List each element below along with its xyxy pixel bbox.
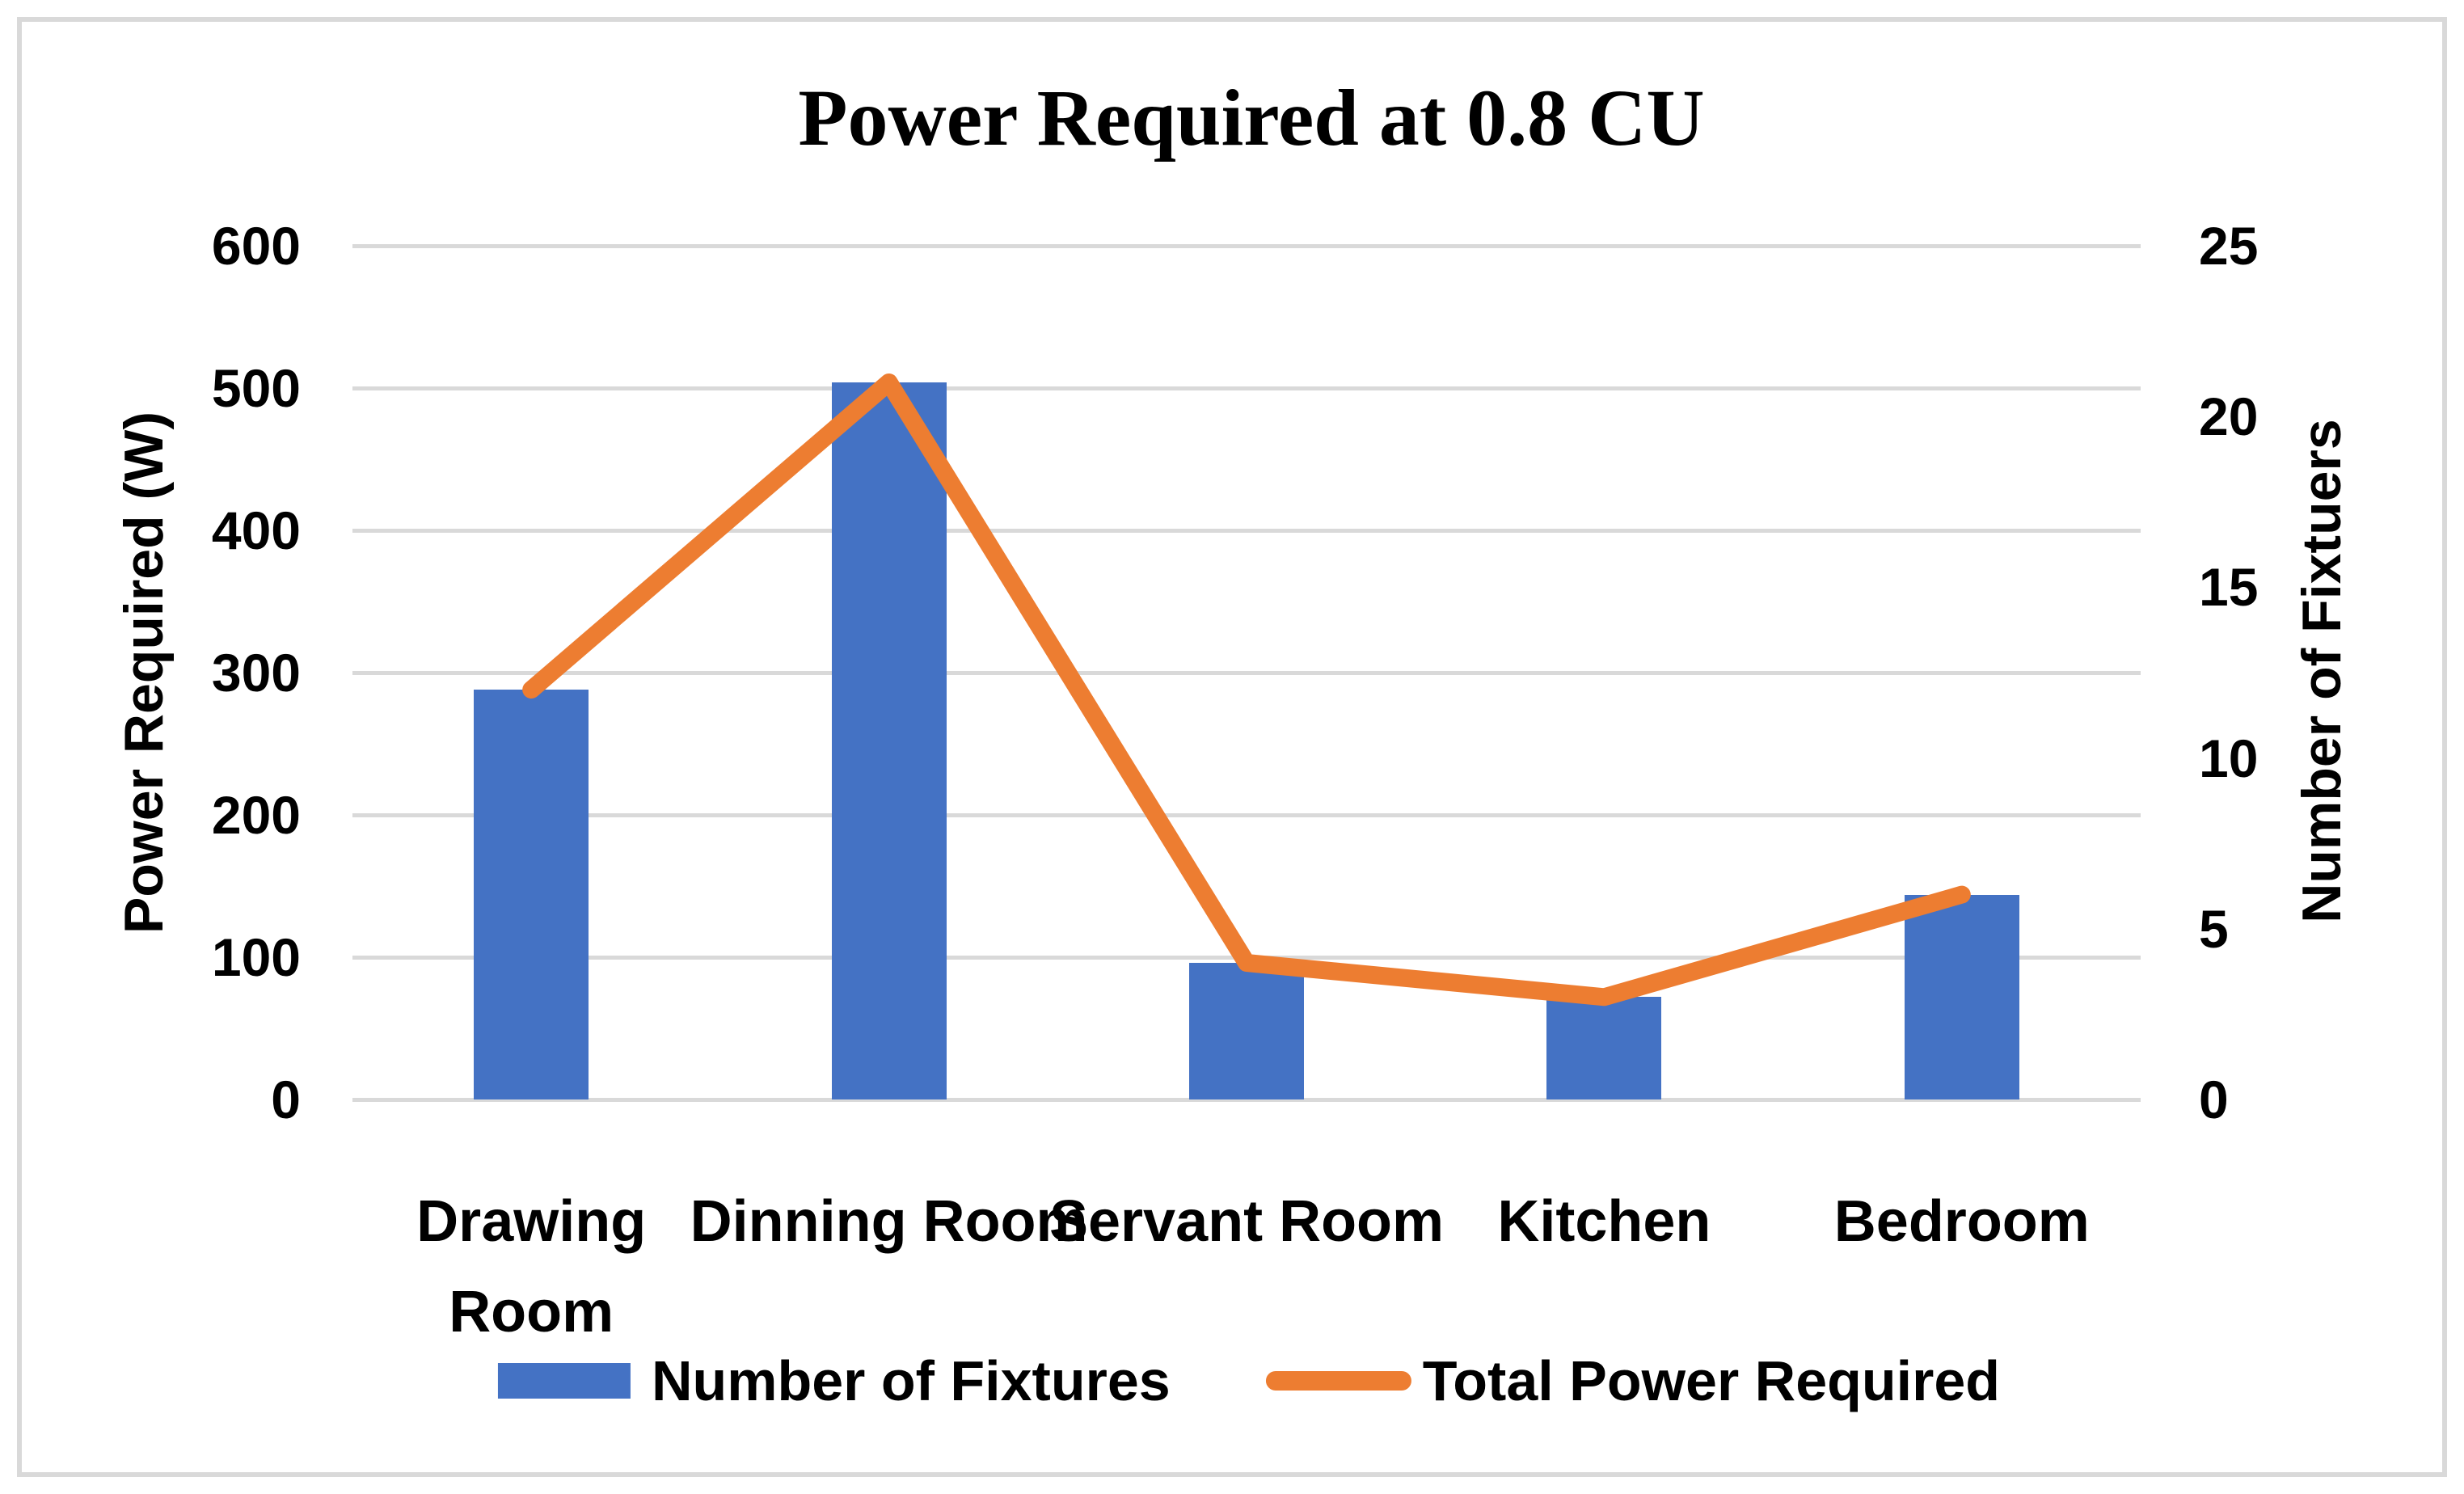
legend-item-power: Total Power Required xyxy=(1265,1348,2001,1413)
gridline xyxy=(352,244,2141,248)
right-axis-tick-label: 0 xyxy=(2199,1070,2229,1129)
right-axis-tick-label: 25 xyxy=(2199,216,2259,276)
legend-label-fixtures: Number of Fixtures xyxy=(651,1349,1171,1412)
right-axis-tick-label: 10 xyxy=(2199,728,2259,788)
gridline xyxy=(352,813,2141,817)
gridline xyxy=(352,1098,2141,1102)
bar-bedroom xyxy=(1904,894,2019,1099)
left-axis-tick-label: 300 xyxy=(211,643,301,703)
right-axis-tick-labels: 0 5 10 15 20 25 xyxy=(2199,216,2441,1494)
plot-area xyxy=(352,244,2141,1102)
legend-label-power: Total Power Required xyxy=(1422,1349,2001,1412)
total-power-line xyxy=(522,374,1971,1007)
bar-dinning-room xyxy=(831,382,947,1099)
left-axis-tick-label: 500 xyxy=(211,358,301,418)
bar-kitchen xyxy=(1546,997,1662,1099)
line-series-swatch-icon xyxy=(1265,1371,1411,1391)
left-axis-tick-label: 200 xyxy=(211,785,301,845)
gridline xyxy=(352,386,2141,390)
gridline xyxy=(352,529,2141,533)
category-label-bedroom: Bedroom xyxy=(1833,1189,2090,1254)
category-label-kitchen: Kitchen xyxy=(1497,1189,1711,1254)
line-series xyxy=(522,374,1971,1007)
left-axis-tick-label: 400 xyxy=(211,500,301,560)
left-axis-tick-label: 100 xyxy=(211,927,301,987)
bar-servant-room xyxy=(1189,963,1304,1099)
gridline xyxy=(352,671,2141,675)
left-axis-tick-labels: 0 100 200 300 400 500 600 xyxy=(0,216,301,1494)
left-axis-tick-label: 0 xyxy=(271,1070,301,1129)
right-axis-tick-label: 15 xyxy=(2199,557,2259,618)
left-axis-tick-label: 600 xyxy=(211,216,301,276)
category-label-dinning-room: Dinning Room xyxy=(690,1189,1088,1254)
legend: Number of Fixtures Total Power Required xyxy=(497,1348,2001,1413)
chart-border xyxy=(17,17,2447,1477)
legend-item-fixtures: Number of Fixtures xyxy=(497,1348,1171,1413)
bar-series-swatch-icon xyxy=(497,1363,631,1399)
chart-title: Power Required at 0.8 CU xyxy=(798,73,1705,162)
category-label-servant-room: Servant Room xyxy=(1048,1189,1445,1254)
right-axis-tick-label: 5 xyxy=(2199,898,2229,959)
category-axis-labels: Drawing Room Dinning Room Servant Room Kitch… xyxy=(352,1176,2141,1386)
bar-drawing-room xyxy=(474,690,589,1099)
category-label-drawing-room: Drawing Room xyxy=(416,1189,647,1344)
right-axis-tick-label: 20 xyxy=(2199,386,2259,447)
